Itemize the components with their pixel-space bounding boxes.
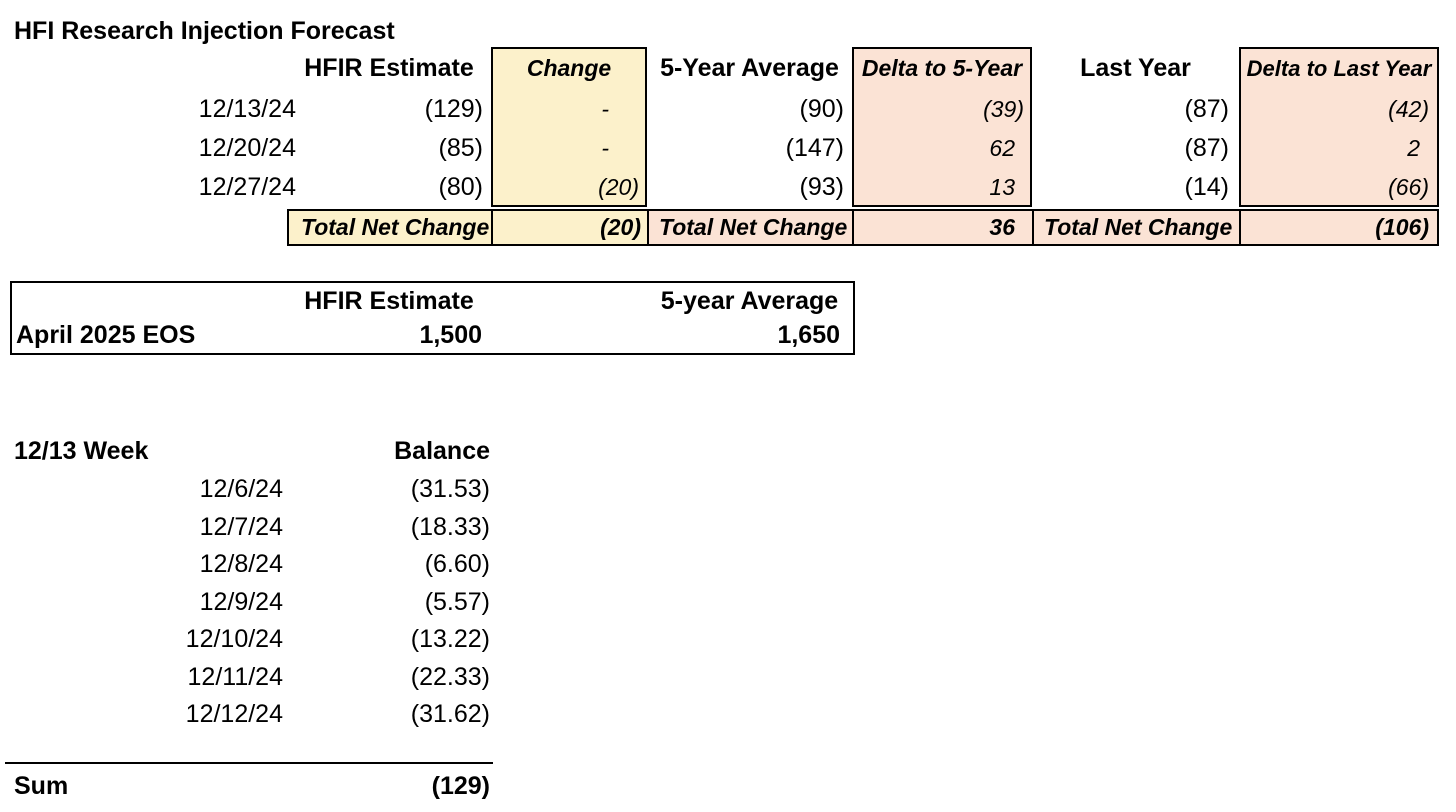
week-row-balance: (13.22) [410, 625, 490, 653]
week-row-date: 12/8/24 [199, 550, 283, 578]
cell-last-year: (87) [1184, 95, 1229, 123]
total-net-change-label: Total Net Change [659, 214, 848, 240]
week-row-date: 12/10/24 [185, 625, 283, 653]
cell-last-year: (14) [1184, 173, 1229, 201]
cell-delta-last-year: 2 [1407, 135, 1420, 161]
eos-table-border [10, 281, 855, 355]
sum-divider-line [5, 762, 493, 764]
total-cell-box [852, 209, 1034, 246]
row-date: 12/27/24 [198, 173, 296, 201]
col-header-last-year: Last Year [1080, 54, 1191, 82]
eos-row-label: April 2025 EOS [16, 321, 196, 349]
row-date: 12/13/24 [198, 95, 296, 123]
cell-last-year: (87) [1184, 134, 1229, 162]
week-row-balance: (6.60) [424, 550, 490, 578]
cell-change: - [601, 96, 609, 122]
week-row-balance: (31.62) [410, 700, 490, 728]
balance-column-header: Balance [394, 437, 490, 465]
week-row-date: 12/9/24 [199, 588, 283, 616]
col-header-hfir-estimate: HFIR Estimate [304, 54, 474, 82]
total-delta-5year-value: 36 [989, 214, 1015, 240]
total-net-change-label: Total Net Change [301, 214, 490, 240]
week-row-date: 12/11/24 [187, 663, 283, 691]
total-cell-box [647, 209, 854, 246]
total-cell-box [1239, 209, 1439, 246]
cell-delta-last-year: (42) [1388, 96, 1429, 122]
week-row-balance: (22.33) [410, 663, 490, 691]
week-table-title: 12/13 Week [14, 437, 149, 465]
cell-delta-last-year: (66) [1388, 174, 1429, 200]
week-row-balance: (31.53) [410, 475, 490, 503]
cell-hfir-estimate: (129) [424, 95, 483, 123]
cell-5year-average: (93) [799, 173, 844, 201]
cell-hfir-estimate: (85) [438, 134, 483, 162]
week-row-date: 12/6/24 [199, 475, 283, 503]
week-row-balance: (5.57) [424, 588, 490, 616]
cell-delta-5year: 62 [989, 135, 1015, 161]
col-header-5year-average: 5-Year Average [660, 54, 839, 82]
sum-label: Sum [14, 772, 69, 800]
total-net-change-label: Total Net Change [1044, 214, 1233, 240]
eos-hfir-estimate-value: 1,500 [419, 321, 482, 349]
total-change-value: (20) [600, 214, 641, 240]
col-header-delta-5year: Delta to 5-Year [861, 55, 1023, 81]
delta-5year-column-highlight [852, 47, 1032, 207]
total-cell-box [491, 209, 649, 246]
delta-lastyear-column-highlight [1239, 47, 1439, 207]
cell-hfir-estimate: (80) [438, 173, 483, 201]
change-column-highlight [491, 47, 647, 207]
cell-5year-average: (147) [785, 134, 844, 162]
eos-header-hfir-estimate: HFIR Estimate [304, 287, 474, 315]
col-header-change: Change [526, 55, 612, 81]
cell-change: - [601, 135, 609, 161]
cell-delta-5year: (39) [983, 96, 1024, 122]
total-delta-last-year-value: (106) [1375, 214, 1429, 240]
cell-delta-5year: 13 [989, 174, 1015, 200]
col-header-delta-last-year: Delta to Last Year [1246, 56, 1432, 81]
week-row-date: 12/12/24 [185, 700, 283, 728]
sum-value: (129) [431, 772, 490, 800]
cell-5year-average: (90) [799, 95, 844, 123]
row-date: 12/20/24 [198, 134, 296, 162]
week-row-date: 12/7/24 [199, 513, 283, 541]
week-row-balance: (18.33) [410, 513, 490, 541]
eos-header-5year-average: 5-year Average [660, 287, 839, 315]
page-title: HFI Research Injection Forecast [14, 17, 395, 45]
total-cell-box [1032, 209, 1241, 246]
cell-change: (20) [598, 174, 639, 200]
eos-5year-average-value: 1,650 [777, 321, 840, 349]
